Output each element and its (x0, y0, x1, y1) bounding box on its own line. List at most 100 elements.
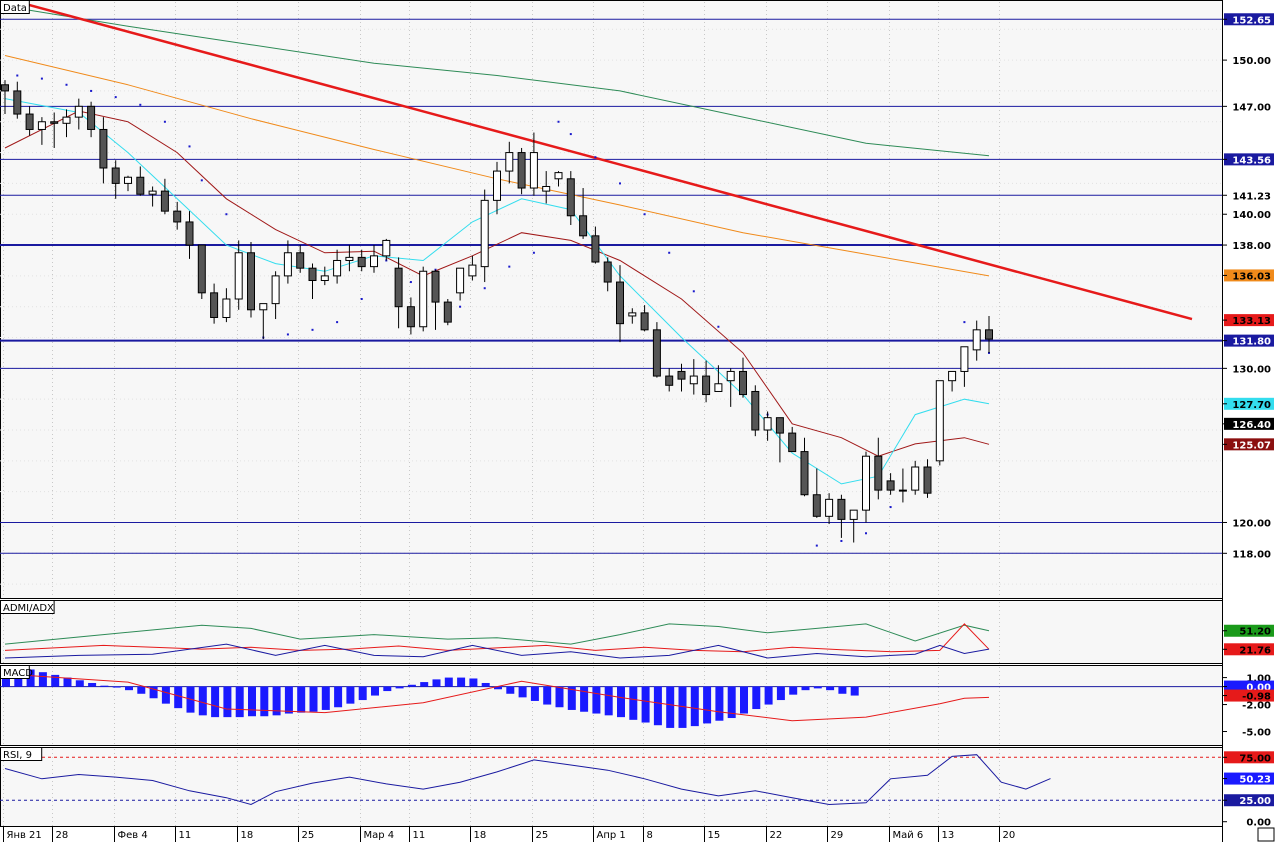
price-tag-text: 143.56 (1232, 155, 1271, 166)
price-tag: 126.40 (1222, 417, 1274, 431)
candle-down (160, 190, 169, 212)
macd-histogram-bar (334, 686, 343, 708)
price-tag: 138.00 (1222, 241, 1271, 252)
adx-tag-text: 21.76 (1239, 645, 1271, 656)
candle-up (222, 298, 231, 318)
candle-down (677, 370, 686, 380)
candle-down (566, 178, 575, 217)
macd-histogram-bar (395, 686, 404, 689)
candle-up (37, 121, 46, 130)
candle-up (714, 383, 723, 392)
price-tag-text: 131.80 (1232, 337, 1271, 348)
price-tag: 130.00 (1222, 364, 1271, 375)
macd-histogram-bar (653, 686, 662, 726)
parabolic-sar-dot (840, 539, 843, 542)
parabolic-sar-dot (286, 333, 289, 336)
panel-main-label: Data (0, 0, 30, 14)
candle-down (665, 375, 674, 386)
parabolic-sar-dot (188, 145, 191, 148)
parabolic-sar-dot (643, 213, 646, 216)
price-tag-text: 140.00 (1232, 210, 1271, 221)
candle-down (99, 128, 108, 169)
parabolic-sar-dot (508, 265, 511, 268)
macd-histogram-bar (457, 677, 466, 687)
x-tick-label: 15 (708, 830, 721, 841)
candle-down (874, 455, 883, 491)
macd-histogram-bar (211, 686, 220, 718)
candle-down (923, 466, 932, 494)
x-tick-label: 8 (647, 830, 653, 841)
x-tick-label: 11 (179, 830, 192, 841)
candle-down (406, 306, 415, 328)
parabolic-sar-dot (139, 103, 142, 106)
candle-up (960, 346, 969, 372)
macd-histogram-bar (284, 686, 293, 714)
price-tag-bg (1224, 438, 1274, 451)
rsi-line (4, 754, 1051, 806)
candle-down (812, 494, 821, 517)
macd-histogram-bar (420, 682, 429, 687)
macd-histogram-bar (38, 672, 47, 687)
parabolic-sar-dot (409, 281, 412, 284)
candle-up (480, 199, 489, 268)
macd-axis-tick: 1.00 (1222, 674, 1271, 685)
price-tag: 120.00 (1222, 518, 1271, 529)
candle-up (554, 172, 563, 180)
price-tag-bg (1224, 334, 1274, 347)
macd-histogram-bar (715, 686, 724, 721)
candle-down (739, 370, 747, 396)
price-tag: 141.23 (1222, 191, 1271, 202)
macd-histogram-bar (481, 682, 490, 687)
candle-down (579, 215, 588, 237)
candle-up (898, 489, 907, 492)
rsi-tag-text: 50.23 (1239, 775, 1271, 786)
corner-button[interactable] (1257, 827, 1275, 842)
candle-up (935, 380, 944, 462)
price-tag: 152.65 (1222, 13, 1274, 26)
parabolic-sar-dot (557, 120, 560, 123)
parabolic-sar-dot (668, 251, 671, 254)
macd-histogram-bar (506, 686, 515, 694)
price-tag: 150.00 (1222, 56, 1271, 67)
macd-histogram-bar (543, 686, 552, 705)
price-tag-text: 126.40 (1232, 420, 1271, 431)
macd-histogram-bar (518, 686, 527, 698)
panel-adx-label: ADMI/ADX (0, 600, 55, 614)
adx-tag-text: 51.20 (1239, 627, 1271, 638)
parabolic-sar-dot (963, 321, 966, 324)
x-tick-label: 22 (770, 830, 783, 841)
parabolic-sar-dot (90, 89, 93, 92)
price-tag-bg (1224, 153, 1274, 166)
x-tick-label: 18 (474, 830, 487, 841)
candle-up (628, 312, 637, 317)
candle-down (136, 176, 145, 195)
price-tag-text: 118.00 (1232, 549, 1271, 560)
macd-histogram-bar (469, 678, 478, 687)
panel-main-frame (0, 0, 1223, 599)
candle-down (247, 252, 255, 311)
macd-histogram-bar (371, 686, 379, 696)
macd-histogram-bar (63, 677, 72, 687)
price-tag-text: 147.00 (1232, 102, 1271, 113)
macd-histogram-bar (629, 686, 638, 720)
macd-histogram-bar (346, 686, 355, 704)
macd-tag-text: 0.00 (1246, 683, 1271, 694)
macd-histogram-bar (297, 686, 306, 713)
adx-tag-bg (1224, 624, 1274, 637)
parabolic-sar-dot (163, 120, 166, 123)
macd-histogram-bar (321, 686, 330, 710)
candle-up (271, 275, 280, 305)
macd-signal-line (4, 673, 990, 722)
parabolic-sar-dot (114, 96, 117, 99)
macd-histogram-bar (444, 677, 453, 687)
macd-histogram-bar (727, 686, 736, 719)
candle-up (689, 375, 698, 385)
panel-rsi-label-text: RSI, 9 (3, 750, 32, 761)
rsi-tag: 25.00 (1222, 794, 1274, 807)
x-tick-label: 28 (56, 830, 69, 841)
parabolic-sar-dot (569, 133, 572, 136)
macd-histogram-bar (137, 686, 146, 694)
parabolic-sar-dot (619, 182, 621, 185)
macd-tag-text: -0.98 (1242, 692, 1271, 703)
